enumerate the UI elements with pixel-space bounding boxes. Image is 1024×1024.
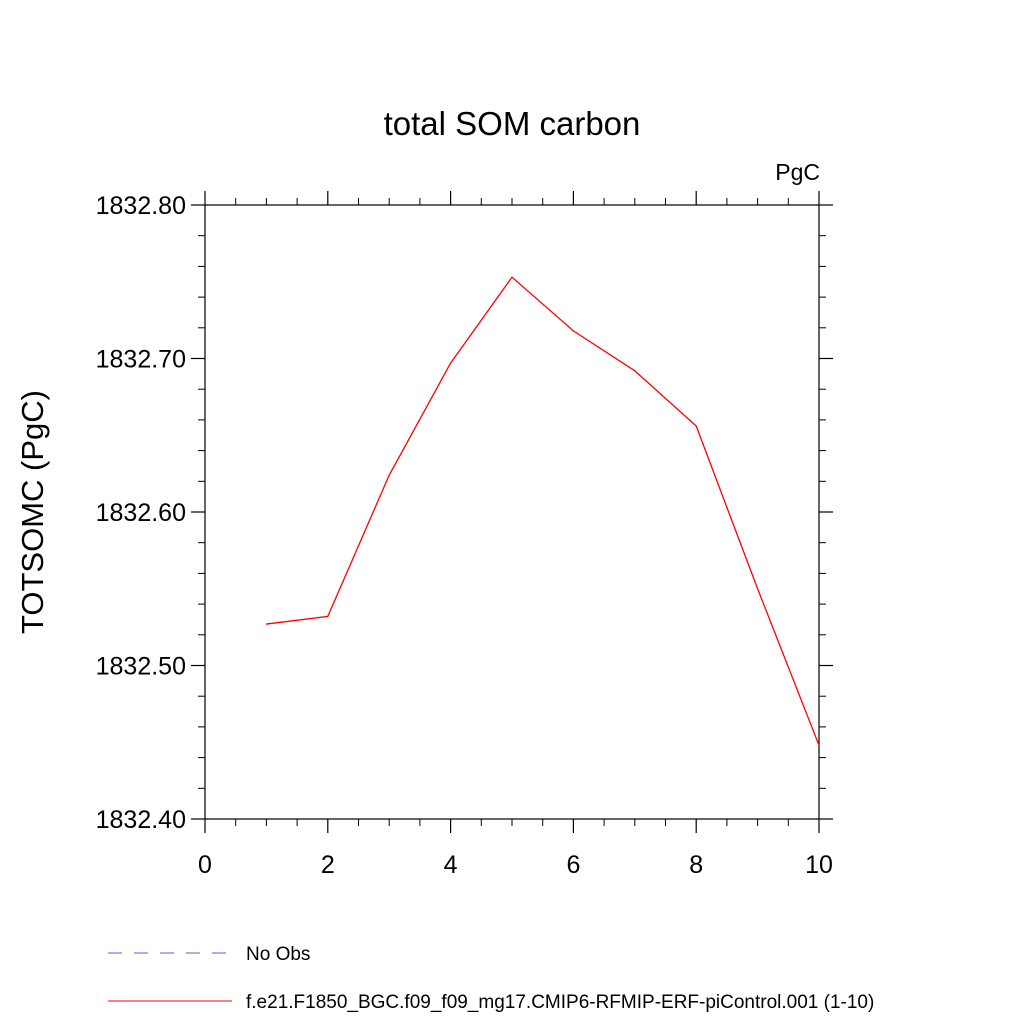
data-point <box>327 615 329 617</box>
data-point <box>818 744 820 746</box>
plot-frame <box>204 204 820 820</box>
legend-label-1: f.e21.F1850_BGC.f09_f09_mg17.CMIP6-RFMIP… <box>246 992 874 1013</box>
x-tick-label: 8 <box>689 851 703 879</box>
y-tick-label: 1832.70 <box>96 346 186 374</box>
chart-title: total SOM carbon <box>384 105 641 142</box>
series-group <box>265 276 820 746</box>
legend-label-0: No Obs <box>246 944 310 965</box>
axis-ticks <box>191 191 833 833</box>
units-label: PgC <box>775 159 820 185</box>
x-tick-label: 6 <box>566 851 580 879</box>
data-point <box>265 623 267 625</box>
data-point <box>388 474 390 476</box>
y-tick-label: 1832.60 <box>96 499 186 527</box>
x-tick-label: 2 <box>321 851 335 879</box>
y-tick-label: 1832.50 <box>96 653 186 681</box>
x-tick-label: 0 <box>198 851 212 879</box>
series-line-1 <box>266 276 820 746</box>
x-tick-label: 10 <box>805 851 833 879</box>
data-point <box>511 276 513 278</box>
y-axis-label: TOTSOMC (PgC) <box>15 390 50 634</box>
data-point <box>450 362 452 364</box>
axis-tick-labels: 0 2 4 6 8 10 1832.40 1832.50 1832.60 1832.70 1832.… <box>96 192 833 879</box>
data-point <box>757 588 759 590</box>
data-point <box>572 330 575 332</box>
y-tick-label: 1832.80 <box>96 192 186 220</box>
y-tick-label: 1832.40 <box>96 806 186 834</box>
data-point <box>634 370 636 372</box>
legend: No Obs f.e21.F1850_BGC.f09_f09_mg17.CMIP6… <box>108 944 874 1013</box>
data-point <box>695 425 697 427</box>
x-tick-label: 4 <box>444 851 458 879</box>
